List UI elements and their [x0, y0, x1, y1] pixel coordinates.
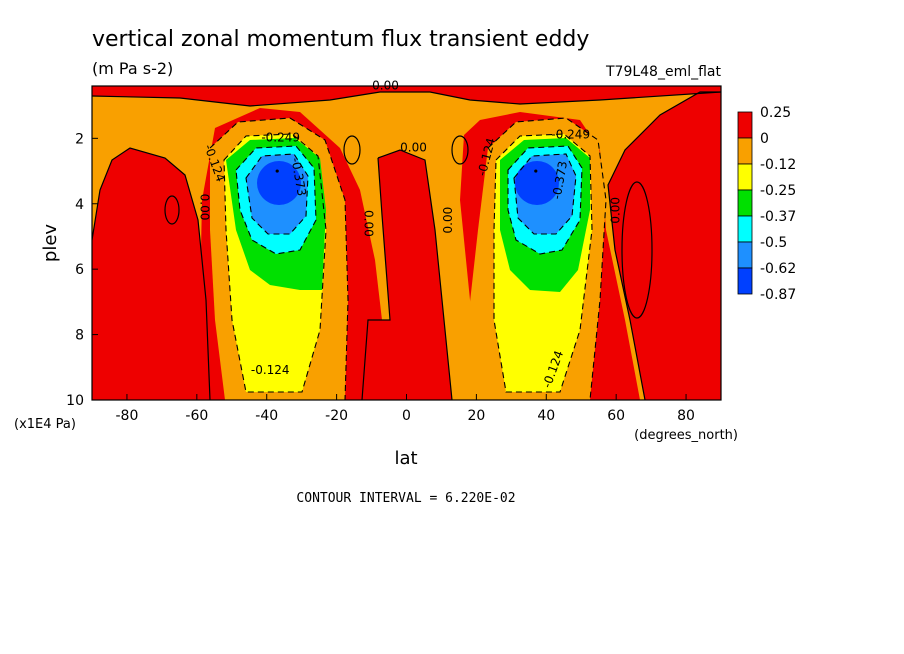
x-tick-label: 40 — [537, 408, 555, 424]
x-axis-label: lat — [394, 448, 417, 469]
chart-units: (m Pa s-2) — [92, 59, 173, 78]
contour-label: 0.00 — [441, 207, 455, 234]
x-tick-label: -40 — [255, 408, 278, 424]
colorbar-label: -0.12 — [760, 157, 796, 173]
y-axis-label: plev — [40, 224, 61, 263]
x-tick-label: -20 — [325, 408, 348, 424]
contour-lines — [92, 91, 721, 400]
x-tick-label: 60 — [607, 408, 625, 424]
colorbar: 0.25 0 -0.12 -0.25 -0.37 -0.5 -0.62 -0.87 — [737, 105, 796, 303]
colorbar-label: -0.25 — [760, 183, 796, 199]
red-band-top — [92, 86, 721, 106]
northern-core — [468, 118, 606, 400]
x-axis-ticks: -80 -60 -40 -20 0 20 40 60 80 — [116, 394, 695, 424]
colorbar-swatch — [737, 111, 753, 139]
y-tick-label: 4 — [75, 197, 84, 213]
contour-label: -0.373 — [550, 160, 571, 201]
y-axis-units: (x1E4 Pa) — [14, 417, 76, 432]
southern-core — [210, 118, 348, 400]
cell-marks — [275, 169, 538, 173]
contour-label: 0.00 — [400, 140, 427, 154]
dataset-label: T79L48_eml_flat — [605, 64, 722, 80]
contour-fill — [92, 86, 721, 400]
extremum-mark — [275, 169, 279, 173]
x-axis-units: (degrees_north) — [634, 428, 738, 443]
colorbar-swatch — [737, 267, 753, 295]
contour-label: -0.249 — [261, 131, 300, 145]
colorbar-swatch — [737, 241, 753, 269]
colorbar-swatch — [737, 189, 753, 217]
contour-label: 0.00 — [197, 194, 211, 221]
y-tick-label: 6 — [75, 262, 84, 278]
dashed-contours — [209, 117, 607, 400]
colorbar-swatch — [737, 215, 753, 243]
colorbar-swatch — [737, 137, 753, 165]
x-tick-label: 0 — [402, 408, 411, 424]
contour-label: -0.373 — [288, 157, 309, 198]
colorbar-label: -0.5 — [760, 235, 787, 251]
orange-patch-top — [380, 96, 422, 110]
colorbar-swatch — [737, 163, 753, 191]
x-tick-label: 80 — [677, 408, 695, 424]
red-region-east — [608, 86, 721, 400]
contour-interval: CONTOUR INTERVAL = 6.220E-02 — [296, 491, 515, 506]
contour-label: -0.249 — [551, 127, 590, 141]
x-tick-label: -60 — [185, 408, 208, 424]
red-region-west — [92, 148, 210, 400]
x-tick-label: 20 — [467, 408, 485, 424]
colorbar-label: -0.87 — [760, 287, 796, 303]
colorbar-label: -0.37 — [760, 209, 796, 225]
y-tick-label: 8 — [75, 328, 84, 344]
colorbar-label: 0.25 — [760, 105, 791, 121]
colorbar-label: -0.62 — [760, 261, 796, 277]
y-tick-label: 2 — [75, 131, 84, 147]
y-axis-ticks: 2 4 6 8 10 — [66, 131, 98, 409]
colorbar-label: 0 — [760, 131, 769, 147]
contour-label: 0.00 — [372, 78, 399, 92]
x-tick-label: -80 — [116, 408, 139, 424]
contour-label: 0.00 — [609, 197, 623, 224]
extremum-mark — [534, 169, 538, 173]
contour-label: 0.00 — [362, 210, 376, 237]
chart-title: vertical zonal momentum flux transient e… — [92, 27, 589, 52]
contour-label: -0.124 — [251, 363, 290, 377]
y-tick-label: 10 — [66, 393, 84, 409]
red-region-central — [362, 150, 452, 400]
